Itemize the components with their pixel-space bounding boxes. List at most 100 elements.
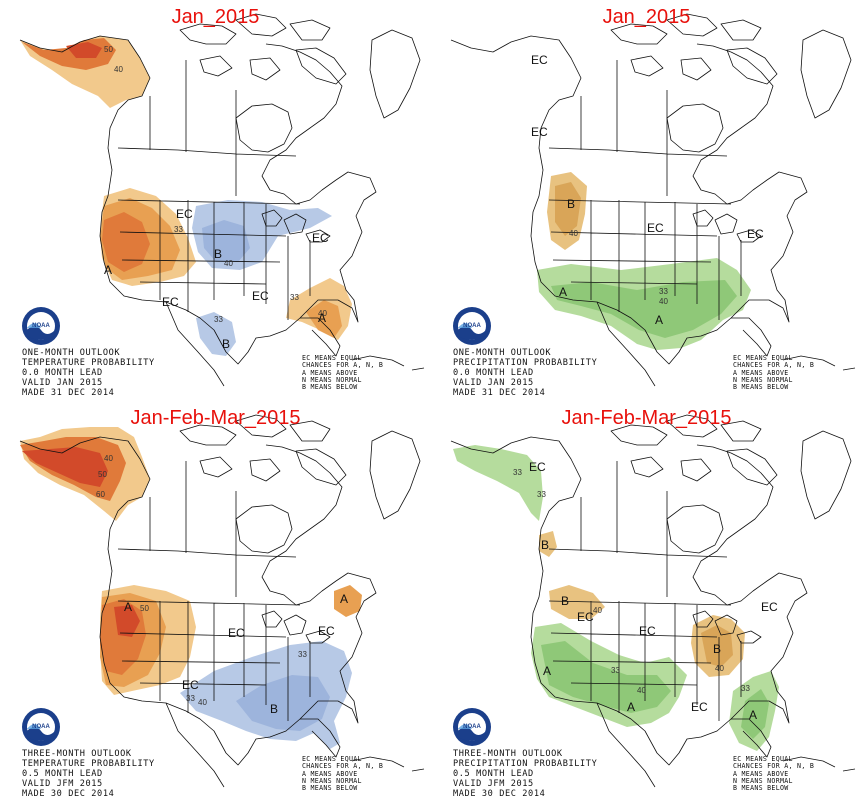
contour-label-40: 40 bbox=[569, 229, 578, 238]
panel-title: Jan-Feb-Mar_2015 bbox=[561, 407, 732, 429]
above-label: A bbox=[655, 313, 663, 327]
noaa-logo: NOAA bbox=[22, 307, 60, 345]
legend-line: B MEANS BELOW bbox=[733, 784, 789, 793]
ec-label: EC bbox=[228, 626, 245, 640]
contour-label-33b: 33 bbox=[537, 490, 546, 499]
caption-line: PRECIPITATION PROBABILITY bbox=[453, 358, 598, 368]
contour-label-33c: 33 bbox=[290, 293, 299, 302]
contour-label-50: 50 bbox=[104, 45, 113, 54]
ec-label: EC bbox=[647, 221, 664, 235]
legend-line: CHANCES FOR A, N, B bbox=[733, 762, 815, 771]
below-label: B bbox=[567, 197, 575, 211]
map-jfm-temperature: 40 50 60 50 33 40 33 EC EC EC A A B bbox=[19, 414, 425, 788]
outlook-caption: ONE-MONTH OUTLOOK TEMPERATURE PROBABILITY… bbox=[22, 348, 155, 398]
ohio-valley-dry-40 bbox=[701, 625, 733, 667]
map-jan-precipitation: 40 33 40 EC EC EC EC B A A bbox=[450, 13, 856, 387]
caption-line: MADE 30 DEC 2014 bbox=[22, 789, 115, 799]
caption-line: THREE-MONTH OUTLOOK bbox=[22, 749, 132, 759]
legend-line: A MEANS ABOVE bbox=[733, 769, 789, 778]
above-label: A bbox=[749, 708, 757, 722]
contour-label-33c: 33 bbox=[611, 666, 620, 675]
noaa-logo-text: NOAA bbox=[32, 323, 50, 329]
caption-line: TEMPERATURE PROBABILITY bbox=[22, 759, 155, 769]
contour-label-40b: 40 bbox=[198, 698, 207, 707]
contour-label-33d: 33 bbox=[741, 684, 750, 693]
above-label: A bbox=[627, 700, 635, 714]
caption-line: VALID JAN 2015 bbox=[22, 378, 103, 388]
panel-jan-precipitation: 40 33 40 EC EC EC EC B A A Jan_2015 NOAA… bbox=[431, 0, 862, 401]
contour-label-40: 40 bbox=[593, 606, 602, 615]
alaska-wet-region bbox=[453, 445, 543, 521]
above-label: A bbox=[559, 285, 567, 299]
map-jan-temperature: 50 40 33 40 33 33 40 EC EC EC EC A B B A bbox=[19, 13, 425, 387]
below-label: B bbox=[270, 702, 278, 716]
west-above-60 bbox=[114, 605, 140, 637]
ec-label: EC bbox=[162, 295, 179, 309]
legend-line: CHANCES FOR A, N, B bbox=[733, 361, 815, 370]
panel-jan-temperature: 50 40 33 40 33 33 40 EC EC EC EC A B B A… bbox=[0, 0, 431, 401]
southeast-above-40 bbox=[306, 300, 342, 338]
contour-label-33b: 33 bbox=[298, 650, 307, 659]
legend-line: N MEANS NORMAL bbox=[733, 776, 793, 785]
south-wet-40 bbox=[541, 641, 671, 713]
caption-line: 0.5 MONTH LEAD bbox=[22, 769, 103, 779]
legend-line: N MEANS NORMAL bbox=[733, 375, 793, 384]
caption-line: 0.0 MONTH LEAD bbox=[22, 368, 103, 378]
contour-label-40: 40 bbox=[104, 454, 113, 463]
caption-line: ONE-MONTH OUTLOOK bbox=[453, 348, 552, 358]
panel-title: Jan_2015 bbox=[602, 6, 691, 28]
ec-label: EC bbox=[529, 460, 546, 474]
below-label: B bbox=[214, 247, 222, 261]
contour-label-40c: 40 bbox=[318, 309, 327, 318]
outlook-caption: THREE-MONTH OUTLOOK TEMPERATURE PROBABILI… bbox=[22, 749, 155, 799]
west-above-50 bbox=[102, 212, 150, 272]
south-wet-40 bbox=[551, 280, 737, 338]
contour-label-40b: 40 bbox=[659, 297, 668, 306]
caption-line: VALID JFM 2015 bbox=[453, 779, 534, 789]
below-label: B bbox=[713, 642, 721, 656]
ec-label: EC bbox=[176, 207, 193, 221]
contour-label-40b: 40 bbox=[224, 259, 233, 268]
ec-label: EC bbox=[577, 610, 594, 624]
northwest-dry-region bbox=[539, 531, 557, 557]
legend-line: EC MEANS EQUAL bbox=[302, 755, 362, 763]
contour-label-33: 33 bbox=[174, 225, 183, 234]
legend-line: N MEANS NORMAL bbox=[302, 776, 362, 785]
noaa-logo: NOAA bbox=[453, 708, 491, 746]
legend-line: CHANCES FOR A, N, B bbox=[302, 361, 384, 370]
above-label: A bbox=[124, 600, 132, 614]
contour-label-33: 33 bbox=[513, 468, 522, 477]
legend-line: B MEANS BELOW bbox=[302, 383, 358, 392]
ec-label: EC bbox=[531, 125, 548, 139]
below-label: B bbox=[541, 538, 549, 552]
south-below-40 bbox=[236, 675, 330, 731]
ec-label: EC bbox=[182, 678, 199, 692]
legend-line: CHANCES FOR A, N, B bbox=[302, 762, 384, 771]
contour-label-33: 33 bbox=[659, 287, 668, 296]
ec-label: EC bbox=[761, 600, 778, 614]
legend-line: A MEANS ABOVE bbox=[302, 769, 358, 778]
caption-line: VALID JAN 2015 bbox=[453, 378, 534, 388]
panel-jfm-precipitation: 33 33 40 40 33 40 33 EC EC EC EC EC B B … bbox=[431, 401, 862, 802]
caption-line: PRECIPITATION PROBABILITY bbox=[453, 759, 598, 769]
ec-label: EC bbox=[747, 227, 764, 241]
contour-label-33b: 33 bbox=[214, 315, 223, 324]
contour-label-50b: 50 bbox=[140, 604, 149, 613]
noaa-logo: NOAA bbox=[453, 307, 491, 345]
noaa-logo-text: NOAA bbox=[32, 724, 50, 730]
above-label: A bbox=[318, 311, 326, 325]
panel-title: Jan-Feb-Mar_2015 bbox=[130, 407, 301, 429]
northeast-above-region bbox=[334, 585, 362, 617]
contour-label-60: 60 bbox=[96, 490, 105, 499]
ec-label: EC bbox=[691, 700, 708, 714]
legend-line: B MEANS BELOW bbox=[302, 784, 358, 793]
below-label: B bbox=[222, 337, 230, 351]
panel-jfm-temperature: 40 50 60 50 33 40 33 EC EC EC A A B Jan-… bbox=[0, 401, 431, 802]
noaa-logo-text: NOAA bbox=[463, 323, 481, 329]
map-jfm-precipitation: 33 33 40 40 33 40 33 EC EC EC EC EC B B … bbox=[450, 414, 856, 788]
noaa-logo: NOAA bbox=[22, 708, 60, 746]
panel-title: Jan_2015 bbox=[171, 6, 260, 28]
